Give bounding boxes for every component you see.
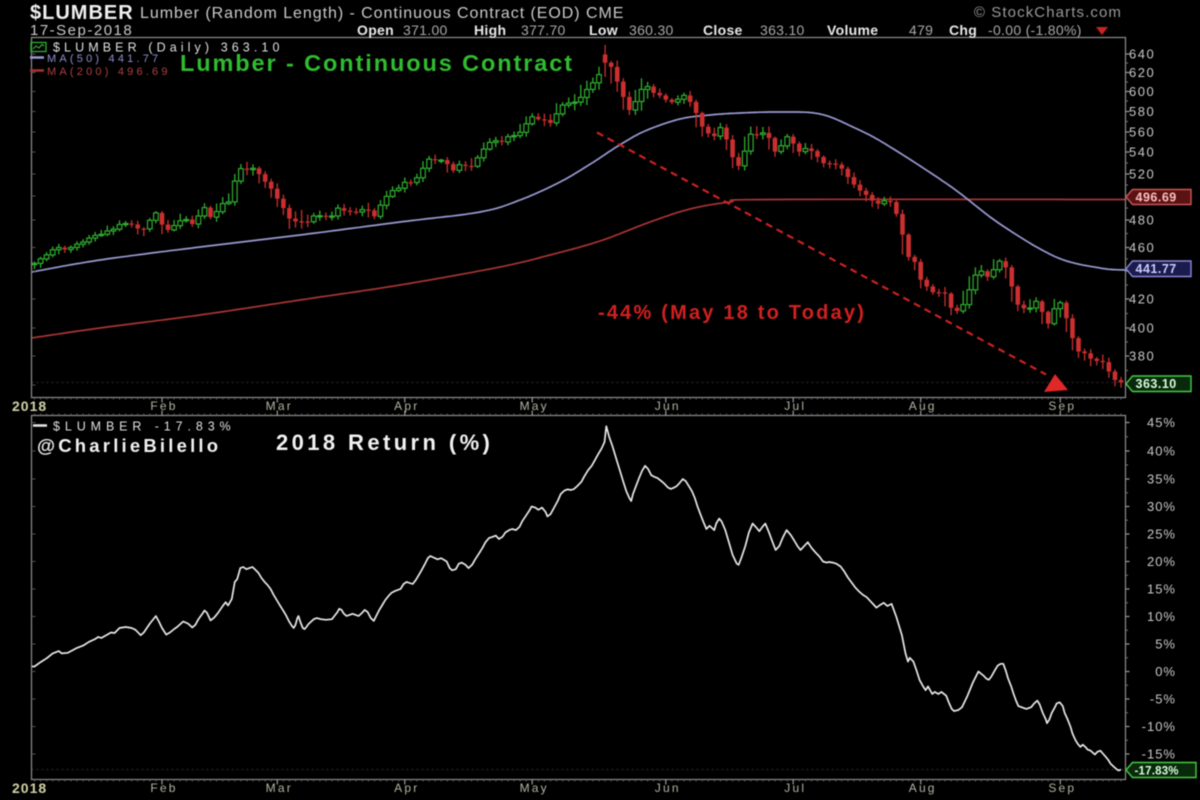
svg-text:20%: 20% [1147,554,1176,569]
svg-text:496.69: 496.69 [1136,190,1177,204]
svg-text:-15%: -15% [1142,747,1176,762]
svg-text:MA(50) 441.77: MA(50) 441.77 [47,53,161,65]
svg-text:$LUMBER (Daily) 363.10: $LUMBER (Daily) 363.10 [53,41,284,55]
svg-text:Jul: Jul [784,399,806,413]
svg-text:17-Sep-2018: 17-Sep-2018 [30,22,133,39]
svg-text:35%: 35% [1147,472,1176,487]
svg-text:May: May [520,781,549,795]
svg-text:Apr: Apr [394,781,419,795]
svg-text:Sep: Sep [1048,781,1076,795]
svg-text:May: May [520,399,549,413]
svg-text:2018 Return (%): 2018 Return (%) [276,430,493,455]
svg-text:540: 540 [1129,145,1155,160]
svg-text:Apr: Apr [394,399,419,413]
svg-text:MA(200) 496.69: MA(200) 496.69 [47,66,171,78]
svg-text:-10%: -10% [1142,719,1176,734]
svg-text:$LUMBER -17.83%: $LUMBER -17.83% [53,420,236,434]
svg-text:45%: 45% [1147,415,1176,430]
svg-text:5%: 5% [1155,637,1176,652]
svg-text:25%: 25% [1147,527,1176,542]
svg-text:Sep: Sep [1048,399,1076,413]
svg-text:High: High [474,22,506,38]
svg-text:10%: 10% [1147,609,1176,624]
svg-text:580: 580 [1129,104,1155,119]
svg-text:© StockCharts.com: © StockCharts.com [974,4,1122,21]
svg-text:Feb: Feb [150,399,177,413]
svg-text:Feb: Feb [150,781,177,795]
svg-text:363.10: 363.10 [1136,377,1177,391]
svg-text:377.70: 377.70 [521,22,566,38]
svg-text:40%: 40% [1147,444,1176,459]
svg-text:-5%: -5% [1150,692,1176,707]
svg-text:Mar: Mar [266,781,293,795]
svg-text:Jun: Jun [655,781,681,795]
svg-text:Close: Close [703,22,743,38]
svg-text:Volume: Volume [827,22,878,38]
svg-text:0%: 0% [1155,664,1176,679]
svg-text:371.00: 371.00 [403,22,448,38]
svg-text:Jul: Jul [784,781,806,795]
svg-text:420: 420 [1129,292,1155,307]
svg-text:$LUMBER: $LUMBER [30,2,134,24]
svg-text:460: 460 [1129,240,1155,255]
svg-text:Mar: Mar [266,399,293,413]
svg-text:480: 480 [1129,213,1155,228]
svg-text:640: 640 [1129,47,1155,62]
svg-text:Low: Low [589,22,618,38]
svg-text:@CharlieBilello: @CharlieBilello [37,435,221,456]
svg-text:Chg: Chg [949,22,977,38]
svg-text:30%: 30% [1147,499,1176,514]
svg-text:Aug: Aug [909,399,937,413]
svg-text:Open: Open [357,22,394,38]
svg-text:15%: 15% [1147,582,1176,597]
svg-text:560: 560 [1129,125,1155,140]
svg-text:2018: 2018 [12,780,47,796]
svg-text:-44% (May 18 to Today): -44% (May 18 to Today) [598,302,866,324]
svg-text:479: 479 [909,22,933,38]
svg-text:Lumber - Continuous Contract: Lumber - Continuous Contract [180,50,574,76]
svg-text:Lumber (Random Length) - Conti: Lumber (Random Length) - Continuous Cont… [140,5,624,22]
svg-text:-17.83%: -17.83% [1135,765,1179,777]
svg-text:360.30: 360.30 [629,22,674,38]
svg-text:363.10: 363.10 [760,22,805,38]
svg-text:Jun: Jun [655,399,681,413]
svg-text:Aug: Aug [909,781,937,795]
svg-text:620: 620 [1129,65,1155,80]
svg-text:441.77: 441.77 [1136,262,1177,276]
svg-text:2018: 2018 [12,398,47,414]
svg-text:-0.00 (-1.80%): -0.00 (-1.80%) [988,22,1082,38]
svg-text:380: 380 [1129,349,1155,364]
svg-text:520: 520 [1129,167,1155,182]
svg-text:600: 600 [1129,84,1155,99]
svg-text:400: 400 [1129,321,1155,336]
